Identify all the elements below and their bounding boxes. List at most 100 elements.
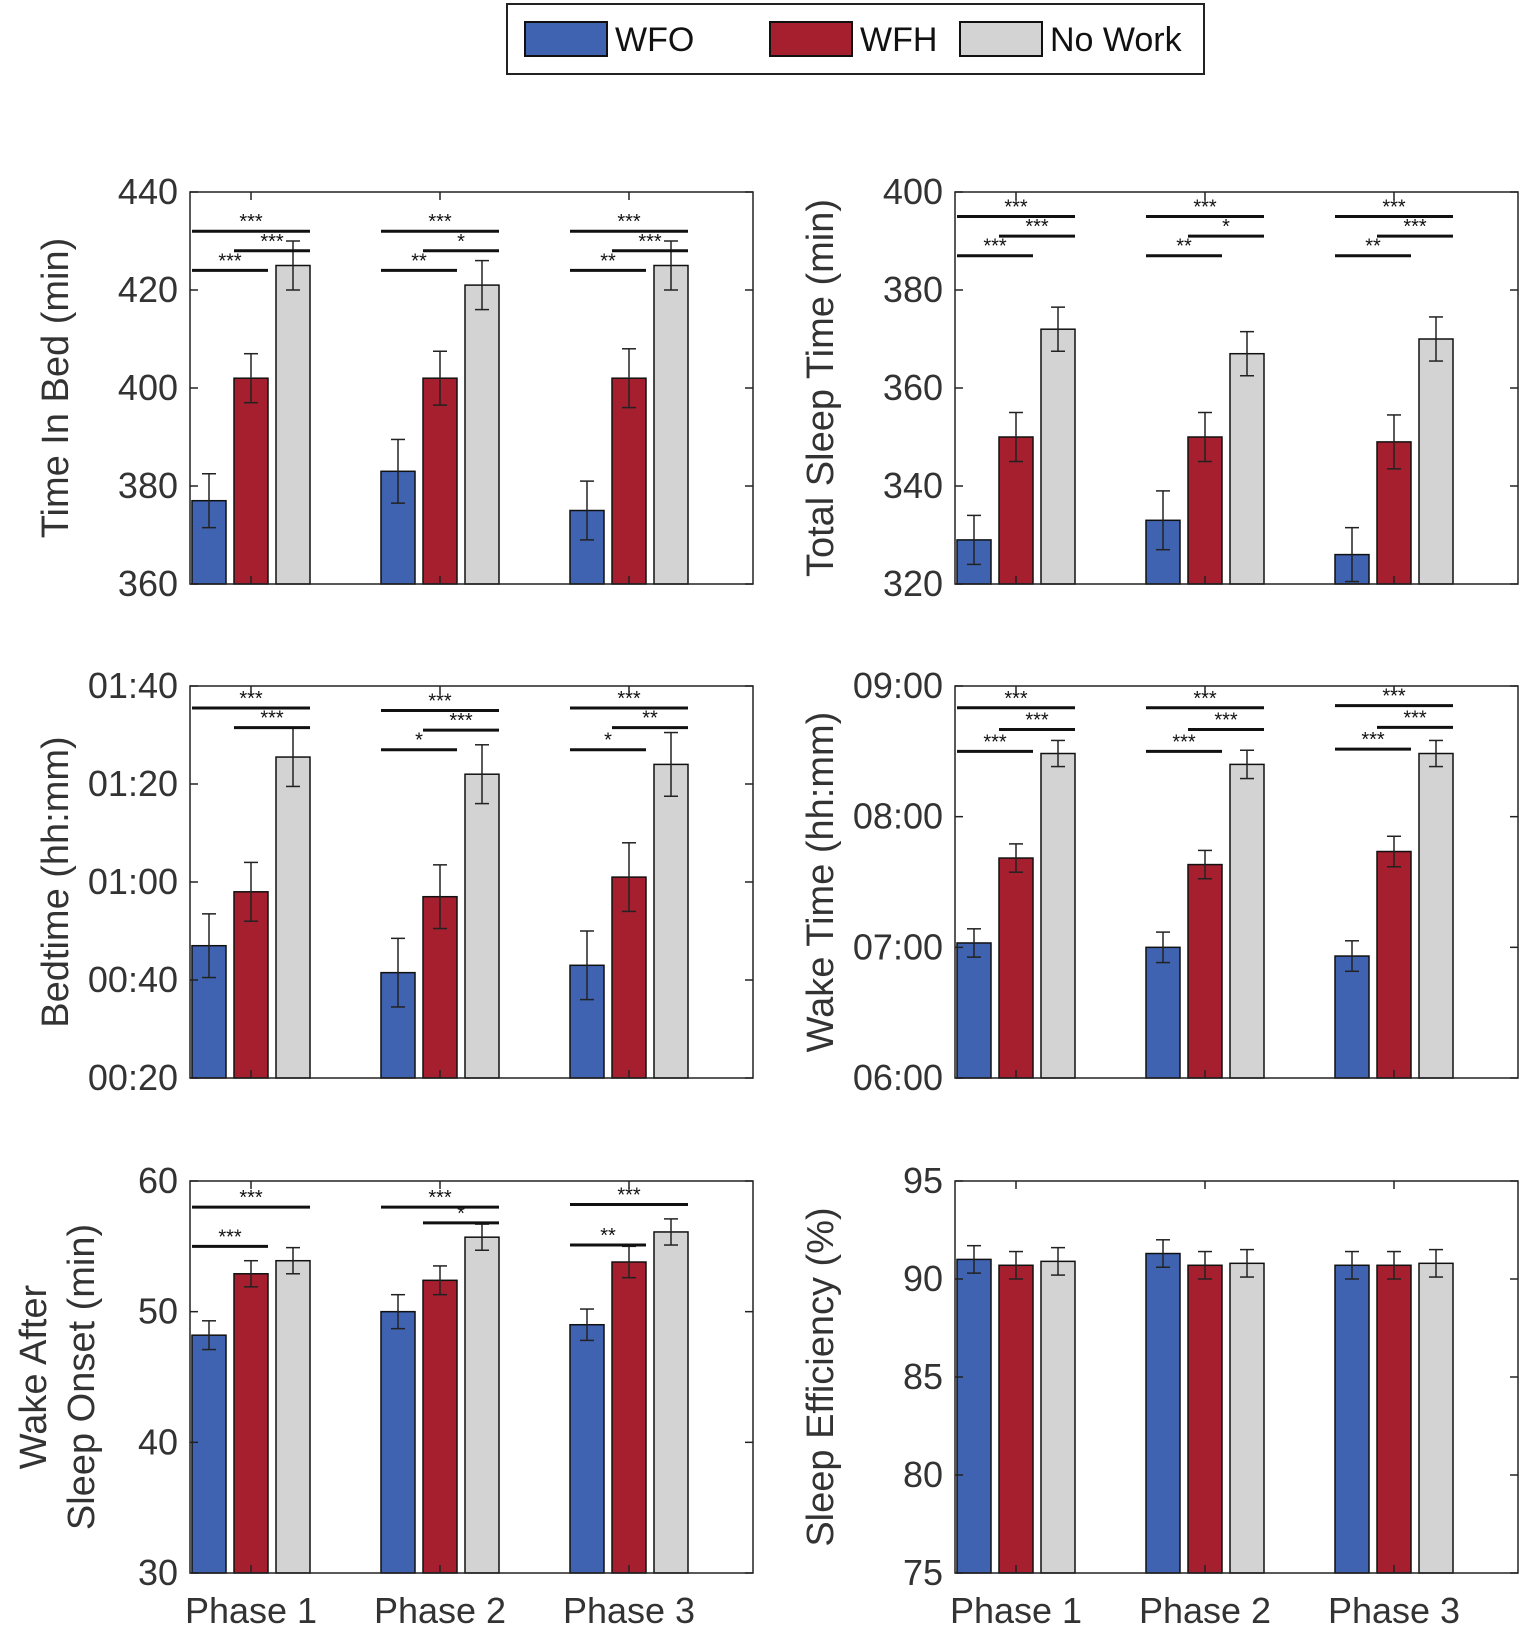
bar-wfh-phase-1 bbox=[998, 1264, 1034, 1574]
significance-label: ** bbox=[642, 708, 658, 730]
error-bar-no-work-phase-3 bbox=[664, 1218, 678, 1246]
error-bar-wfh-phase-3 bbox=[622, 842, 636, 913]
error-bar-wfh-phase-3 bbox=[622, 348, 636, 409]
error-bar-no-work-phase-1 bbox=[1051, 1246, 1065, 1276]
chart-panels: ***********************360380400420440Ti… bbox=[13, 171, 1519, 1631]
error-bar-wfh-phase-2 bbox=[1198, 1250, 1212, 1280]
significance-label: *** bbox=[239, 1187, 263, 1209]
legend-box bbox=[506, 3, 1205, 75]
error-bar-wfo-phase-3 bbox=[580, 480, 594, 541]
x-tick-label-phase-1: Phase 1 bbox=[950, 1590, 1082, 1631]
significance-label: *** bbox=[1004, 688, 1028, 710]
y-tick-label: 400 bbox=[883, 171, 943, 212]
error-bar-no-work-phase-2 bbox=[1240, 330, 1254, 377]
x-tick-label-phase-2: Phase 2 bbox=[374, 1590, 506, 1631]
error-bar-wfh-phase-1 bbox=[1009, 843, 1023, 873]
error-bar-wfo-phase-3 bbox=[580, 930, 594, 1001]
chart-time-in-bed: ***********************360380400420440Ti… bbox=[35, 171, 754, 604]
legend-swatch-wfo bbox=[524, 21, 608, 57]
error-bar-no-work-phase-3 bbox=[664, 731, 678, 797]
chart-total-sleep-time: ***********************320340360380400To… bbox=[800, 171, 1519, 604]
significance-label: *** bbox=[1004, 197, 1028, 219]
bar-wfo-phase-1 bbox=[191, 1334, 227, 1574]
bar-no-work-phase-1 bbox=[275, 756, 311, 1079]
y-axis-label: Wake After bbox=[13, 1284, 55, 1469]
legend: WFO WFH No Work bbox=[506, 3, 1205, 75]
bar-wfh-phase-3 bbox=[611, 377, 647, 585]
significance-label: *** bbox=[1193, 197, 1217, 219]
legend-swatch-wfh bbox=[769, 21, 853, 57]
significance-label: * bbox=[415, 730, 423, 752]
y-tick-label: 85 bbox=[903, 1356, 943, 1397]
bar-wfh-phase-2 bbox=[1187, 863, 1223, 1079]
significance-label: *** bbox=[218, 250, 242, 272]
bar-no-work-phase-3 bbox=[1418, 1262, 1454, 1574]
legend-swatch-no-work bbox=[959, 21, 1043, 57]
error-bar-wfo-phase-2 bbox=[1156, 1239, 1170, 1268]
error-bar-wfo-phase-1 bbox=[202, 1320, 216, 1351]
error-bar-wfo-phase-3 bbox=[1345, 940, 1359, 973]
error-bar-wfh-phase-1 bbox=[244, 1259, 258, 1288]
significance-label: *** bbox=[239, 688, 263, 710]
significance-label: ** bbox=[600, 250, 616, 272]
error-bar-wfh-phase-2 bbox=[1198, 849, 1212, 880]
error-bar-no-work-phase-3 bbox=[1429, 1248, 1443, 1278]
significance-label: *** bbox=[1403, 707, 1427, 729]
bar-wfo-phase-1 bbox=[956, 942, 992, 1079]
significance-label: *** bbox=[1382, 686, 1406, 708]
bar-no-work-phase-3 bbox=[653, 763, 689, 1079]
y-axis-label: Wake Time (hh:mm) bbox=[800, 712, 842, 1053]
bar-wfh-phase-2 bbox=[422, 377, 458, 585]
error-bar-wfh-phase-2 bbox=[433, 864, 447, 930]
bar-wfh-phase-3 bbox=[1376, 850, 1412, 1079]
error-bar-wfo-phase-3 bbox=[1345, 1250, 1359, 1280]
bar-no-work-phase-3 bbox=[653, 1231, 689, 1574]
significance-label: *** bbox=[1403, 216, 1427, 238]
y-tick-label: 01:00 bbox=[88, 861, 178, 902]
error-bar-wfo-phase-2 bbox=[1156, 490, 1170, 551]
significance-label: *** bbox=[218, 1226, 242, 1248]
bar-no-work-phase-2 bbox=[464, 773, 500, 1079]
y-tick-label: 40 bbox=[138, 1421, 178, 1462]
bar-no-work-phase-1 bbox=[275, 1259, 311, 1574]
error-bar-wfo-phase-1 bbox=[967, 928, 981, 958]
y-axis-label: Total Sleep Time (min) bbox=[800, 199, 842, 577]
error-bar-wfh-phase-2 bbox=[433, 350, 447, 406]
error-bar-wfh-phase-3 bbox=[1387, 414, 1401, 470]
axes-frame bbox=[954, 685, 1519, 1079]
significance-label: * bbox=[604, 730, 612, 752]
significance-label: *** bbox=[1025, 710, 1049, 732]
bar-wfh-phase-1 bbox=[233, 377, 269, 585]
error-bar-no-work-phase-1 bbox=[286, 1246, 300, 1275]
error-bar-wfo-phase-2 bbox=[391, 937, 405, 1008]
legend-label-wfh: WFH bbox=[860, 21, 937, 59]
error-bar-no-work-phase-3 bbox=[1429, 316, 1443, 362]
y-tick-label: 95 bbox=[903, 1160, 943, 1201]
chart-sleep-efficiency: 75 80 85 90 95 Phase 1 Phase 2 Phase 3 Sleep Eff… bbox=[800, 1160, 1519, 1631]
error-bar-wfh-phase-1 bbox=[1009, 411, 1023, 463]
error-bar-wfo-phase-2 bbox=[391, 1293, 405, 1330]
significance-label: *** bbox=[1025, 216, 1049, 238]
y-tick-label: 380 bbox=[883, 269, 943, 310]
y-axis-label: Time In Bed (min) bbox=[35, 238, 77, 539]
bar-wfo-phase-3 bbox=[1334, 955, 1370, 1079]
error-bar-wfh-phase-2 bbox=[433, 1265, 447, 1296]
bar-no-work-phase-1 bbox=[275, 264, 311, 585]
chart-bedtime: *******************00:2000:4001:0001:200… bbox=[35, 665, 754, 1098]
y-tick-label: 09:00 bbox=[853, 665, 943, 706]
significance-label: *** bbox=[239, 211, 263, 233]
axes-frame bbox=[189, 1180, 754, 1574]
y-tick-label: 60 bbox=[138, 1160, 178, 1201]
x-tick-label-phase-3: Phase 3 bbox=[563, 1590, 695, 1631]
y-tick-label: 340 bbox=[883, 465, 943, 506]
bar-no-work-phase-2 bbox=[464, 284, 500, 585]
bar-wfh-phase-1 bbox=[233, 1273, 269, 1574]
y-tick-label: 400 bbox=[118, 367, 178, 408]
significance-label: *** bbox=[428, 691, 452, 713]
significance-label: * bbox=[457, 231, 465, 253]
error-bar-wfo-phase-2 bbox=[1156, 931, 1170, 964]
significance-label: *** bbox=[1172, 731, 1196, 753]
y-tick-label: 07:00 bbox=[853, 926, 943, 967]
y-tick-label: 320 bbox=[883, 563, 943, 604]
significance-label: *** bbox=[1214, 710, 1238, 732]
